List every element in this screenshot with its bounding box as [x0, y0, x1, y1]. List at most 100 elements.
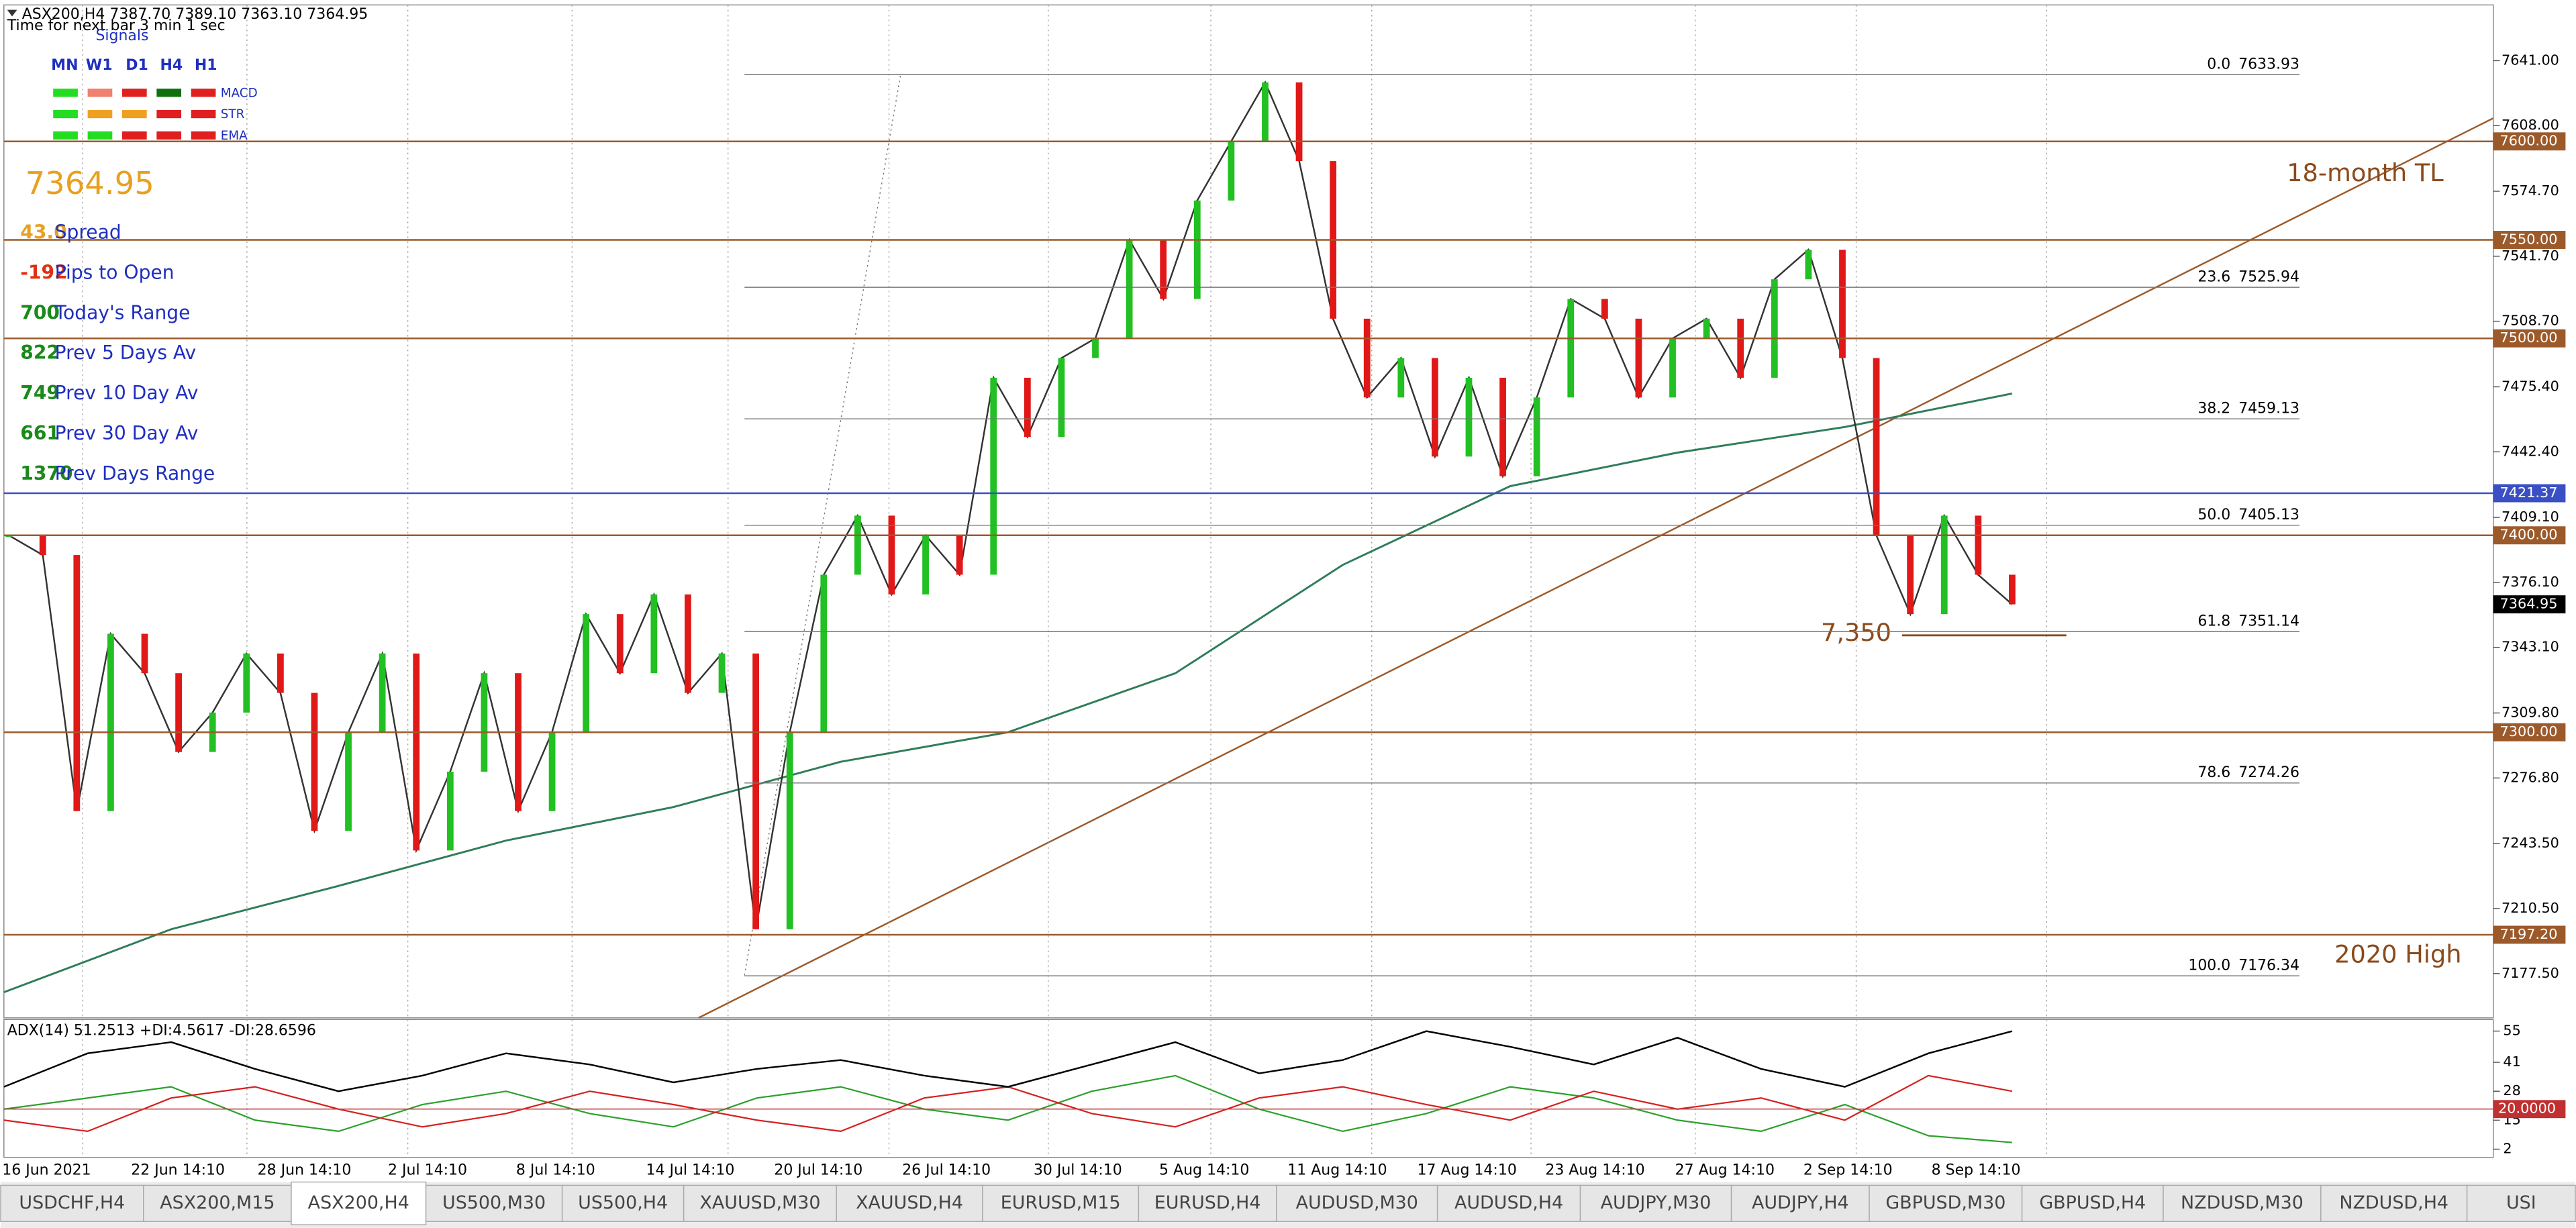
tab[interactable] [982, 1184, 1140, 1222]
signal-block [121, 131, 147, 140]
tab-label[interactable]: ASX200,M15 [160, 1192, 275, 1213]
info-label: Pips to Open [55, 261, 175, 283]
candle [1432, 358, 1438, 457]
candle [548, 732, 556, 811]
fib-ratio: 78.6 [2197, 764, 2230, 781]
info-value: -192 [20, 261, 67, 283]
signal-block [87, 131, 113, 140]
level-tag [2493, 723, 2566, 741]
candle [1092, 338, 1099, 358]
level-tag [2493, 925, 2566, 944]
menu-arrow [7, 9, 17, 17]
tab[interactable] [2466, 1184, 2576, 1222]
tab[interactable] [291, 1181, 427, 1225]
tab-label[interactable]: GBPUSD,M30 [1885, 1192, 2005, 1213]
fib-ratio: 23.6 [2197, 268, 2230, 285]
tab[interactable] [1579, 1184, 1732, 1222]
candle [752, 653, 760, 929]
candle [1228, 141, 1235, 201]
tab[interactable] [425, 1184, 563, 1222]
tab-label[interactable]: EURUSD,M15 [1001, 1192, 1121, 1213]
tab-label[interactable]: GBPUSD,H4 [2039, 1192, 2146, 1213]
support-label: 7,350 [1821, 618, 1891, 647]
tab-label[interactable]: US500,M30 [442, 1192, 546, 1213]
tab[interactable] [836, 1184, 983, 1222]
y-tick-label: 7475.40 [2501, 378, 2559, 394]
tab-label[interactable]: NZDUSD,H4 [2339, 1192, 2448, 1213]
tab[interactable] [1138, 1184, 1277, 1222]
candle [1975, 515, 1982, 575]
tab[interactable] [1869, 1184, 2023, 1222]
y-tick-label: 7309.80 [2501, 704, 2559, 720]
tab-label[interactable]: EURUSD,H4 [1154, 1192, 1261, 1213]
candle [1126, 240, 1133, 339]
tab-label[interactable]: NZDUSD,M30 [2181, 1192, 2303, 1213]
level-label: 7300.00 [2500, 723, 2558, 739]
level-label: 7400.00 [2500, 527, 2558, 543]
level-label: 7550.00 [2500, 231, 2558, 247]
candle [1465, 377, 1473, 457]
tab-label[interactable]: USDCHF,H4 [19, 1192, 125, 1213]
trendline-label: 18-month TL [2287, 158, 2444, 187]
signal-block [121, 89, 147, 97]
level-tag [2493, 484, 2566, 503]
tab[interactable] [1276, 1184, 1438, 1222]
tab-label[interactable]: AUDJPY,H4 [1752, 1192, 1849, 1213]
tab-label[interactable]: XAUUSD,M30 [699, 1192, 820, 1213]
tab-label[interactable]: AUDUSD,M30 [1296, 1192, 1418, 1213]
candle [1839, 250, 1846, 358]
tab-label[interactable]: AUDJPY,M30 [1601, 1192, 1712, 1213]
y-tick-label: 7343.10 [2501, 639, 2559, 655]
x-tick-label: 2 Jul 14:10 [388, 1162, 467, 1178]
y-tick-label: 7442.40 [2501, 443, 2559, 459]
fib-ratio: 0.0 [2207, 56, 2230, 72]
level-label: 7421.37 [2500, 484, 2558, 501]
info-value: 661 [20, 422, 60, 444]
tab[interactable] [2320, 1184, 2468, 1222]
tab[interactable] [1730, 1184, 1870, 1222]
fib-ratio: 50.0 [2197, 507, 2230, 523]
level-label: 7600.00 [2500, 133, 2558, 149]
candle [1499, 377, 1506, 476]
candle [1058, 358, 1065, 437]
tab-label[interactable]: US500,H4 [578, 1192, 668, 1213]
tab[interactable] [0, 1184, 144, 1222]
candle [1363, 318, 1371, 398]
info-value: 700 [20, 301, 60, 323]
signal-block [53, 131, 78, 140]
info-value: 749 [20, 382, 60, 404]
signals-title: Signals [95, 28, 148, 44]
y-tick-label: 7210.50 [2501, 900, 2559, 916]
tab[interactable] [1436, 1184, 1581, 1222]
adx-tick-label: 55 [2503, 1023, 2520, 1039]
tab-label[interactable]: AUDUSD,H4 [1454, 1192, 1563, 1213]
candle [175, 673, 182, 752]
tab-label[interactable]: USI [2506, 1192, 2536, 1213]
tab[interactable] [143, 1184, 292, 1222]
candle [1160, 240, 1167, 299]
signal-block [121, 109, 147, 119]
candle [73, 555, 81, 811]
x-tick-label: 26 Jul 14:10 [902, 1162, 991, 1178]
fib-ratio: 61.8 [2197, 613, 2230, 629]
x-tick-label: 8 Jul 14:10 [516, 1162, 595, 1178]
candle [650, 594, 658, 674]
candle [956, 535, 963, 575]
info-value: 1370 [20, 462, 72, 484]
x-tick-label: 11 Aug 14:10 [1287, 1162, 1387, 1178]
candle [1295, 82, 1303, 162]
y-tick-label: 7608.00 [2501, 117, 2559, 133]
info-label: Prev Days Range [55, 462, 215, 484]
tab-label[interactable]: ASX200,H4 [308, 1192, 409, 1213]
candle [515, 673, 522, 811]
fib-price: 7459.13 [2238, 401, 2299, 417]
tab-label[interactable]: XAUUSD,H4 [856, 1192, 963, 1213]
candle [786, 732, 793, 929]
tab[interactable] [2021, 1184, 2164, 1222]
level-tag [2493, 132, 2566, 151]
candle [1737, 318, 1744, 378]
tab[interactable] [683, 1184, 837, 1222]
candle [1940, 515, 1948, 615]
tab[interactable] [2163, 1184, 2322, 1222]
